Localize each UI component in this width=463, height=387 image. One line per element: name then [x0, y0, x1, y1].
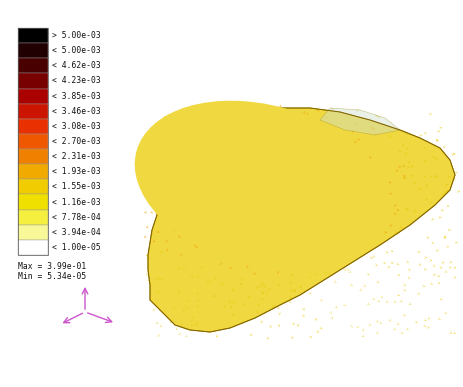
Text: Min = 5.34e-05: Min = 5.34e-05 — [18, 272, 86, 281]
Bar — [18, 134, 48, 149]
Bar — [18, 89, 48, 104]
Bar — [18, 28, 48, 255]
Bar — [18, 210, 48, 225]
Text: < 2.70e-03: < 2.70e-03 — [52, 137, 101, 146]
Ellipse shape — [194, 140, 331, 230]
Bar — [18, 164, 48, 179]
Ellipse shape — [232, 166, 291, 204]
Bar — [18, 149, 48, 164]
Text: < 4.62e-03: < 4.62e-03 — [52, 61, 101, 70]
Ellipse shape — [252, 178, 272, 192]
Text: < 7.78e-04: < 7.78e-04 — [52, 213, 101, 222]
Bar — [18, 104, 48, 119]
Text: < 4.23e-03: < 4.23e-03 — [52, 77, 101, 86]
Bar — [18, 179, 48, 194]
Text: Max = 3.99e-01: Max = 3.99e-01 — [18, 262, 86, 271]
Text: < 3.94e-04: < 3.94e-04 — [52, 228, 101, 237]
Ellipse shape — [135, 101, 389, 269]
Text: < 2.31e-03: < 2.31e-03 — [52, 152, 101, 161]
Bar — [18, 240, 48, 255]
Text: < 1.16e-03: < 1.16e-03 — [52, 197, 101, 207]
Ellipse shape — [154, 114, 369, 256]
Ellipse shape — [164, 120, 360, 250]
Bar — [18, 58, 48, 74]
Text: > 5.00e-03: > 5.00e-03 — [52, 31, 101, 40]
Ellipse shape — [144, 107, 380, 263]
Text: < 3.08e-03: < 3.08e-03 — [52, 122, 101, 131]
Bar — [18, 74, 48, 89]
Text: < 1.93e-03: < 1.93e-03 — [52, 167, 101, 176]
Text: < 1.00e-05: < 1.00e-05 — [52, 243, 101, 252]
Bar — [18, 194, 48, 210]
Ellipse shape — [203, 146, 321, 224]
Bar — [18, 225, 48, 240]
Bar — [18, 28, 48, 43]
Ellipse shape — [243, 172, 282, 198]
Polygon shape — [192, 118, 255, 158]
Ellipse shape — [184, 133, 340, 237]
Text: < 5.00e-03: < 5.00e-03 — [52, 46, 101, 55]
Text: < 3.46e-03: < 3.46e-03 — [52, 107, 101, 116]
Ellipse shape — [223, 159, 301, 211]
Ellipse shape — [174, 127, 350, 243]
Text: < 1.55e-03: < 1.55e-03 — [52, 182, 101, 192]
Ellipse shape — [213, 152, 311, 217]
Bar — [18, 43, 48, 58]
Polygon shape — [148, 108, 455, 332]
Polygon shape — [320, 108, 400, 135]
Bar — [18, 119, 48, 134]
Text: < 3.85e-03: < 3.85e-03 — [52, 92, 101, 101]
